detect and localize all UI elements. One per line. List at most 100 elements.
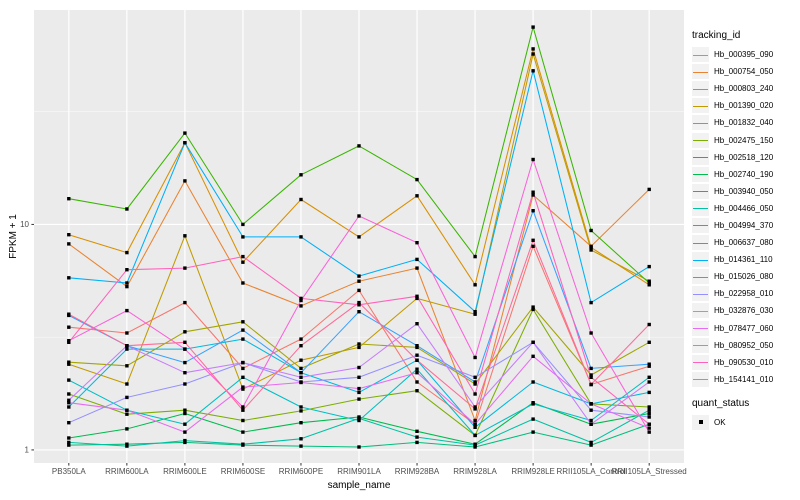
data-point (589, 331, 593, 335)
legend-entry-label: Hb_002475_150 (714, 135, 774, 145)
data-point (647, 322, 651, 327)
data-point (241, 222, 245, 227)
legend-key (692, 286, 709, 302)
data-point (531, 69, 535, 73)
legend-key-line-icon (693, 310, 708, 312)
data-point (183, 382, 187, 386)
data-point (415, 194, 419, 198)
data-point (183, 430, 187, 434)
legend-key-line-icon (693, 276, 708, 278)
data-point (415, 358, 419, 362)
legend-key-line-icon (693, 225, 708, 227)
legend-key (692, 98, 709, 114)
data-point (183, 141, 187, 145)
legend-key (692, 320, 709, 336)
data-point (299, 344, 303, 348)
data-point (125, 250, 129, 255)
legend-entry: Hb_000803_240 (692, 80, 773, 97)
data-point (241, 360, 245, 365)
x-tick-label: PB350LA (52, 467, 86, 476)
data-point (357, 303, 361, 307)
data-point (473, 312, 477, 316)
legend-entry-quant: OK (692, 414, 773, 431)
data-point (299, 405, 303, 409)
legend-key (692, 183, 709, 199)
data-point (67, 197, 71, 201)
data-point (531, 402, 535, 406)
data-point (647, 362, 651, 366)
data-point (183, 360, 187, 365)
x-tick-label: RRIM600LA (105, 467, 149, 476)
legend-key-line-icon (693, 328, 708, 330)
legend-entry-label: Hb_001832_040 (714, 118, 774, 128)
data-point (125, 444, 129, 448)
data-point (357, 397, 361, 401)
data-point (183, 408, 187, 412)
data-point (473, 283, 477, 287)
data-point (357, 279, 361, 283)
data-point (647, 340, 651, 344)
data-point (415, 257, 419, 262)
data-point (241, 328, 245, 332)
data-point (125, 382, 129, 386)
legend-entry-label: Hb_002740_190 (714, 169, 774, 179)
data-point (299, 197, 303, 202)
data-point (531, 47, 535, 51)
legend-entry-label: Hb_003940_050 (714, 186, 774, 196)
data-point (67, 392, 71, 396)
data-point-markers (67, 25, 651, 449)
data-point (415, 241, 419, 245)
data-point (183, 340, 187, 344)
x-tick-label: RRIM928LA (453, 467, 497, 476)
data-point (531, 305, 535, 309)
data-point (67, 340, 71, 344)
legend-key-line-icon (693, 157, 708, 159)
legend-key (692, 81, 709, 97)
data-point (125, 284, 129, 289)
data-point (67, 242, 71, 246)
data-point (125, 308, 129, 313)
data-point (647, 187, 651, 192)
legend-entry: Hb_090530_010 (692, 354, 773, 371)
data-point (183, 234, 187, 238)
legend-entry-label: Hb_000803_240 (714, 84, 774, 94)
data-point (183, 266, 187, 270)
legend-entry: Hb_000395_090 (692, 46, 773, 63)
data-point (183, 347, 187, 351)
data-point (647, 430, 651, 434)
data-point (415, 367, 419, 371)
legend-key-line-icon (693, 71, 708, 73)
data-point (415, 380, 419, 384)
data-point (415, 353, 419, 357)
legend-entry: Hb_000754_050 (692, 63, 773, 80)
data-point (183, 411, 187, 416)
data-point (241, 337, 245, 341)
x-tick-label: RRII105LA_Control (556, 467, 626, 476)
data-point (241, 408, 245, 412)
data-point (357, 274, 361, 278)
data-point (415, 322, 419, 326)
data-point (241, 281, 245, 285)
legend-entry-label: Hb_080952_050 (714, 340, 774, 350)
data-point (299, 437, 303, 441)
data-point (647, 380, 651, 384)
legend-key-line-icon (693, 191, 708, 193)
legend-key (692, 217, 709, 233)
data-point (125, 395, 129, 400)
legend-key-line-icon (693, 122, 708, 124)
data-point (357, 445, 361, 449)
data-point (67, 312, 71, 316)
data-point (647, 411, 651, 416)
data-point (357, 235, 361, 239)
data-point (589, 373, 593, 377)
data-point (67, 443, 71, 447)
data-point (473, 433, 477, 438)
data-point (647, 426, 651, 430)
data-point (415, 435, 419, 439)
data-point (473, 392, 477, 396)
data-point (647, 405, 651, 409)
legend-entry: Hb_002518_120 (692, 149, 773, 166)
data-point (357, 416, 361, 421)
legend-entry-label: Hb_001390_020 (714, 101, 774, 111)
